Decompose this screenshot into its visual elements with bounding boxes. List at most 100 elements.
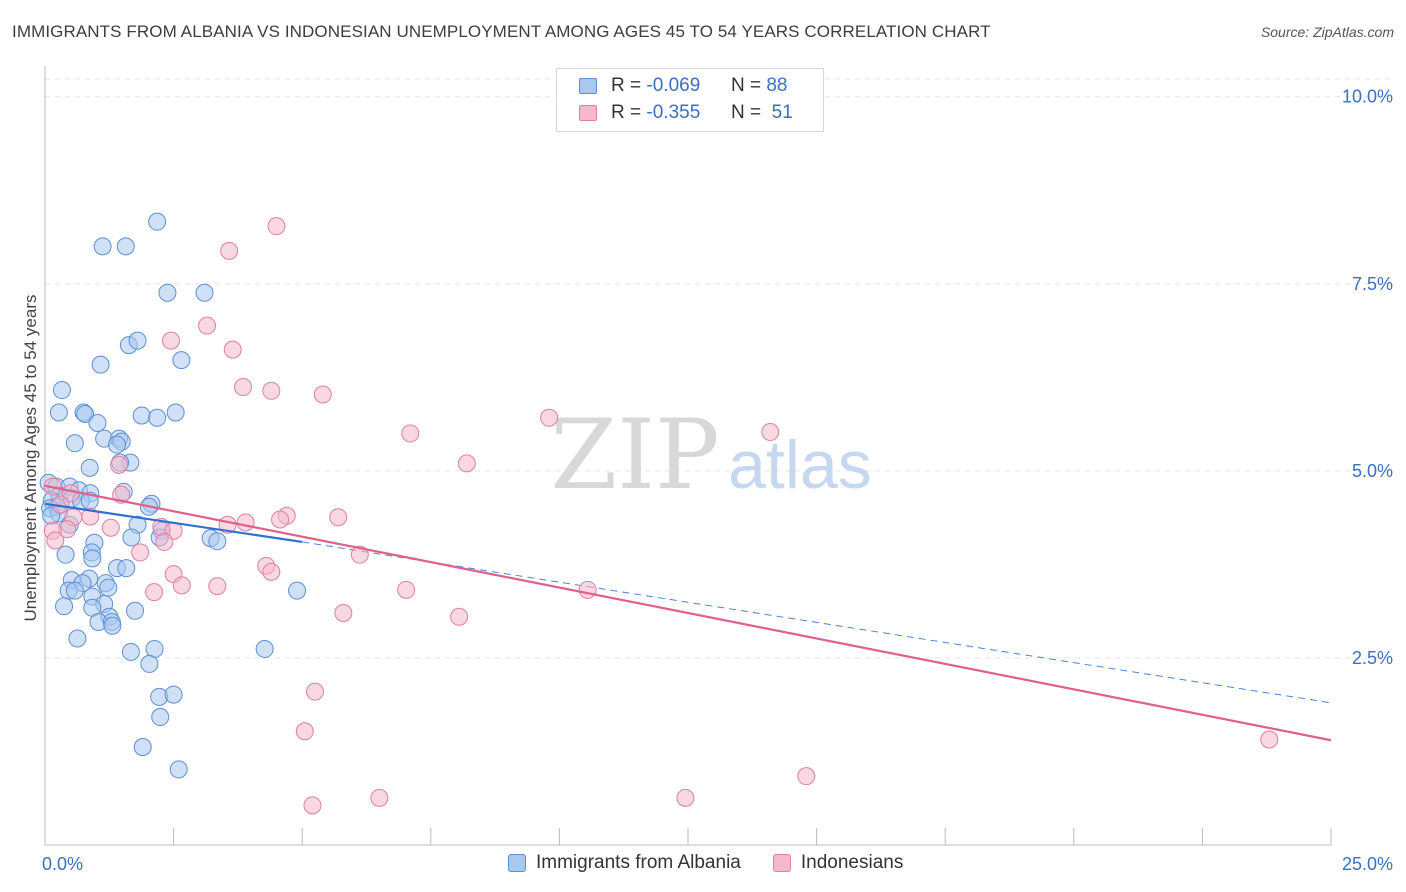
indonesian-point (578, 580, 597, 599)
albania-point (172, 351, 191, 370)
albania-point (148, 212, 167, 231)
indonesian-point (145, 583, 164, 602)
y-tick-label: 10.0% (1342, 87, 1393, 107)
albania-point (108, 435, 127, 454)
watermark-atlas: atlas (728, 427, 872, 503)
grid-layer (45, 78, 1395, 659)
indonesians-n-value: 51 (771, 102, 793, 123)
albania-point (151, 708, 170, 727)
indonesian-point (370, 788, 389, 807)
albania-point (103, 616, 122, 635)
indonesian-point (267, 217, 286, 236)
albania-point (56, 545, 75, 564)
indonesians-swatch (579, 105, 597, 121)
albania-point (91, 355, 110, 374)
axis-layer: 2.5% 5.0% 7.5% 10.0% 0.0% 25.0% (42, 66, 1393, 874)
indonesians-n-label: N = (730, 102, 762, 123)
albania-point (80, 458, 99, 477)
indonesian-point (676, 788, 695, 807)
indonesian-point (155, 532, 174, 551)
legend-label-indonesians: Indonesians (800, 852, 904, 873)
indonesian-point (220, 241, 239, 260)
stats-legend: R = -0.069 N = 88 R = -0.355 N = 51 (556, 68, 824, 132)
albania-r-value: -0.069 (646, 75, 701, 96)
albania-point (83, 549, 102, 568)
albania-point (195, 283, 214, 302)
albania-trend-dashed (302, 541, 1332, 704)
indonesian-point (350, 545, 369, 564)
albania-point (49, 403, 68, 422)
indonesian-point (46, 531, 65, 550)
albania-swatch (579, 78, 597, 94)
indonesian-point (797, 767, 816, 786)
albania-point (169, 760, 188, 779)
indonesian-point (457, 454, 476, 473)
chart-title: IMMIGRANTS FROM ALBANIA VS INDONESIAN UN… (12, 22, 991, 41)
indonesian-point (236, 513, 255, 532)
albania-point (208, 532, 227, 551)
albania-point (65, 434, 84, 453)
albania-trend-line (44, 502, 303, 544)
albania-point (88, 413, 107, 432)
series-legend: Immigrants from Albania Indonesians (508, 852, 935, 874)
albania-point (132, 406, 151, 425)
legend-swatch-indonesians (772, 854, 791, 872)
albania-point (158, 283, 177, 302)
x-tick-label: 25.0% (1342, 854, 1393, 874)
albania-point (255, 639, 274, 658)
indonesian-point (450, 607, 469, 626)
legend-item-albania[interactable]: Immigrants from Albania (508, 852, 741, 874)
albania-point (164, 685, 183, 704)
points-layer (39, 212, 1332, 815)
y-tick-label: 7.5% (1352, 274, 1393, 294)
indonesians-r-label: R = (611, 102, 642, 123)
y-axis-label: Unemployment Among Ages 45 to 54 years (21, 295, 40, 622)
indonesian-point (329, 508, 348, 527)
albania-point (140, 654, 159, 673)
indonesian-point (295, 722, 314, 741)
indonesian-point (397, 580, 416, 599)
albania-point (288, 581, 307, 600)
trend-layer (302, 541, 1332, 704)
indonesian-point (172, 576, 191, 595)
stats-row-albania: R = -0.069 N = 88 (579, 74, 787, 98)
albania-point (148, 408, 167, 427)
albania-n-label: N = (730, 75, 762, 96)
albania-point (166, 403, 185, 422)
albania-point (99, 578, 118, 597)
albania-point (93, 237, 112, 256)
legend-swatch-albania (508, 854, 526, 872)
indonesian-point (761, 422, 780, 441)
albania-r-label: R = (611, 75, 642, 96)
indonesian-trend-line (44, 484, 1332, 742)
indonesian-point (101, 518, 120, 537)
source-label: Source: ZipAtlas.com (1260, 24, 1394, 40)
albania-point (52, 381, 71, 400)
albania-point (55, 597, 74, 616)
watermark-zip: ZIP (550, 399, 719, 511)
indonesian-point (313, 385, 332, 404)
indonesian-point (401, 424, 420, 443)
y-tick-label: 2.5% (1352, 648, 1393, 668)
indonesian-point (223, 340, 242, 359)
indonesian-point (208, 577, 227, 596)
indonesians-r-value: -0.355 (646, 102, 701, 123)
legend-label-albania: Immigrants from Albania (536, 852, 741, 873)
albania-point (116, 237, 135, 256)
indonesian-point (540, 408, 559, 427)
albania-point (65, 581, 84, 600)
stats-row-indonesians: R = -0.355 N = 51 (579, 101, 793, 125)
indonesian-point (303, 796, 322, 815)
albania-point (122, 528, 141, 547)
y-tick-label: 5.0% (1352, 461, 1393, 481)
indonesian-point (306, 682, 325, 701)
x-tick-label: 0.0% (42, 854, 83, 874)
legend-item-indonesians[interactable]: Indonesians (772, 852, 904, 874)
indonesian-point (81, 507, 100, 526)
albania-point (76, 404, 95, 423)
indonesian-point (110, 455, 129, 474)
indonesian-point (1260, 730, 1279, 749)
indonesian-point (131, 543, 150, 562)
albania-point (145, 639, 164, 658)
